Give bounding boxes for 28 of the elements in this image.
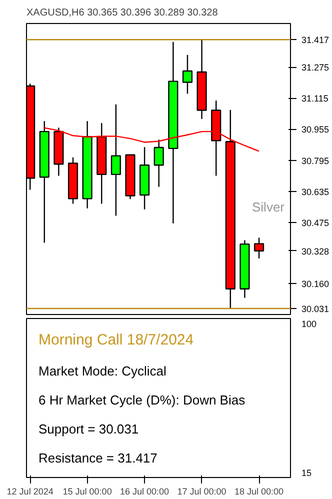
y-tick-label: 30.328: [302, 246, 330, 256]
y-tick-label: 30.635: [302, 186, 330, 197]
y-tick-label: 31.115: [302, 94, 328, 104]
candlestick: [110, 104, 121, 216]
text: Morning Call 18/7/2024: [38, 332, 194, 348]
text: 6 Hr Market Cycle (D%): Down Bias: [38, 392, 246, 408]
text: Market Mode: Cyclical: [38, 364, 166, 378]
text: 100: [302, 318, 317, 329]
ref-line-label: 30.031: [302, 304, 330, 314]
text: Resistance = 31.417: [38, 450, 158, 466]
y-tick-label: 30.160: [302, 278, 330, 289]
category-label: 18 Jul 00:00: [234, 486, 284, 496]
category-label: 12 Jul 2024: [6, 486, 54, 496]
category-label: 15 Jul 00:00: [62, 486, 112, 496]
y-tick-label: 31.275: [302, 62, 330, 73]
text: 15: [302, 468, 312, 478]
ref-line-label: 31.417: [302, 35, 330, 46]
candlestick: [254, 237, 264, 260]
annotation: Silver: [252, 200, 286, 214]
category-label: 17 Jul 00:00: [177, 486, 226, 496]
y-tick-label: 30.795: [302, 156, 330, 166]
category-label: 16 Jul 00:00: [120, 486, 170, 496]
y-tick-label: 30.955: [302, 124, 330, 135]
y-tick-label: 30.475: [302, 218, 330, 228]
candlestick: [154, 139, 164, 188]
candlestick: [182, 54, 193, 94]
text: Support = 30.031: [38, 422, 139, 436]
chart-title: XAGUSD,H6 30.365 30.396 30.289 30.328: [26, 8, 218, 18]
